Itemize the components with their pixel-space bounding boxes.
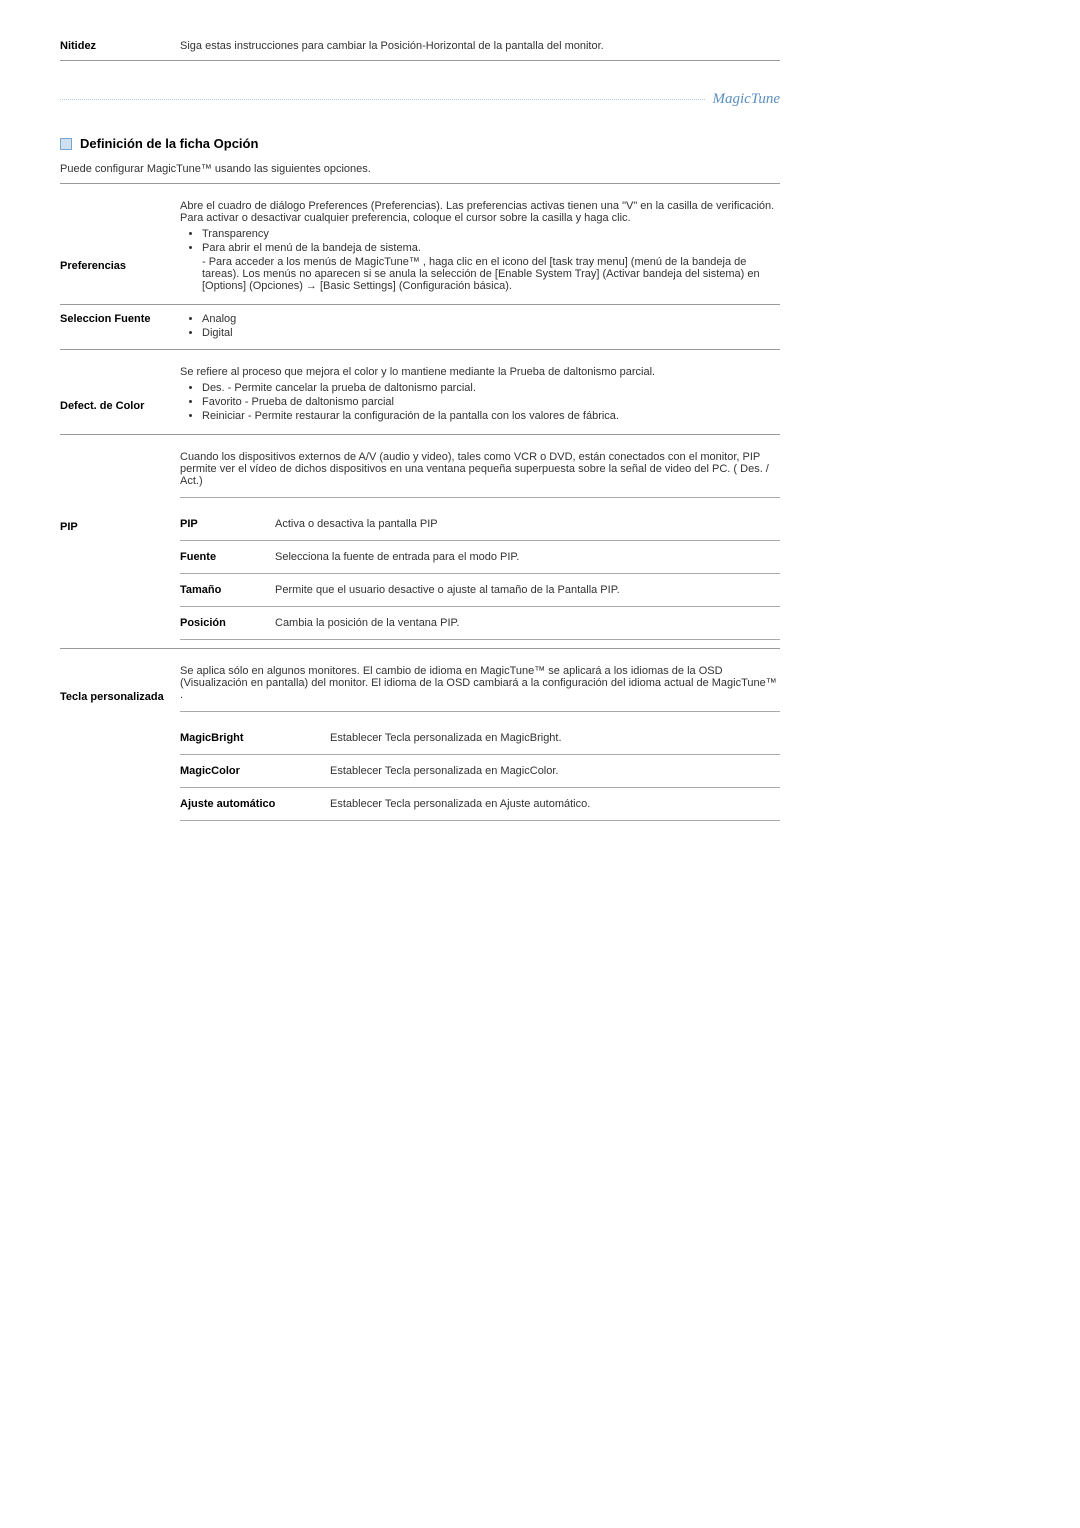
nitidez-text: Siga estas instrucciones para cambiar la… (180, 40, 780, 52)
seleccion-analog: Analog (202, 313, 780, 325)
pip-row-pip: PIP Activa o desactiva la pantalla PIP (180, 508, 780, 540)
tecla-label: Tecla personalizada (60, 665, 180, 703)
seleccion-content: Analog Digital (180, 313, 780, 341)
dotted-line (60, 99, 705, 100)
divider (180, 820, 780, 821)
config-intro: Puede configurar MagicTune™ usando las s… (60, 163, 780, 175)
magictune-logo: MagicTune (713, 91, 781, 108)
divider (60, 349, 780, 350)
tecla-section: Tecla personalizada Se aplica sólo en al… (60, 657, 780, 821)
pip-row-tamano-label: Tamaño (180, 584, 275, 596)
heading-row: Definición de la ficha Opción (60, 136, 780, 151)
preferencias-list: Transparency Para abrir el menú de la ba… (180, 228, 780, 292)
pip-row-fuente: Fuente Selecciona la fuente de entrada p… (180, 541, 780, 573)
tecla-intro: Se aplica sólo en algunos monitores. El … (180, 665, 780, 701)
divider (60, 434, 780, 435)
tecla-row-mc-label: MagicColor (180, 765, 330, 777)
pref-item-tray-detail: - Para acceder a los menús de MagicTune™… (202, 256, 780, 292)
pip-label: PIP (60, 451, 180, 533)
defect-des: Des. - Permite cancelar la prueba de dal… (202, 382, 780, 394)
pip-section: PIP Cuando los dispositivos externos de … (60, 443, 780, 640)
pip-table: PIP Activa o desactiva la pantalla PIP F… (180, 508, 780, 640)
defect-intro: Se refiere al proceso que mejora el colo… (180, 366, 780, 378)
divider (60, 60, 780, 61)
defect-list: Des. - Permite cancelar la prueba de dal… (180, 382, 780, 422)
divider (60, 183, 780, 184)
preferencias-intro: Abre el cuadro de diálogo Preferences (P… (180, 200, 780, 224)
tecla-row-magicbright: MagicBright Establecer Tecla personaliza… (180, 722, 780, 754)
tecla-row-magiccolor: MagicColor Establecer Tecla personalizad… (180, 755, 780, 787)
divider (180, 639, 780, 640)
tecla-row-aa-label: Ajuste automático (180, 798, 330, 810)
pref-item-transparency: Transparency (202, 228, 780, 240)
pref-item-tray-text: Para abrir el menú de la bandeja de sist… (202, 242, 421, 254)
pref-item-tray: Para abrir el menú de la bandeja de sist… (202, 242, 780, 292)
defect-section: Defect. de Color Se refiere al proceso q… (60, 358, 780, 426)
pip-row-tamano: Tamaño Permite que el usuario desactive … (180, 574, 780, 606)
divider (60, 648, 780, 649)
divider (180, 711, 780, 712)
pip-row-fuente-text: Selecciona la fuente de entrada para el … (275, 551, 780, 563)
nitidez-label: Nitidez (60, 40, 180, 52)
pip-content: Cuando los dispositivos externos de A/V … (180, 451, 780, 640)
pip-row-tamano-text: Permite que el usuario desactive o ajust… (275, 584, 780, 596)
preferencias-label: Preferencias (60, 200, 180, 272)
preferencias-content: Abre el cuadro de diálogo Preferences (P… (180, 200, 780, 296)
defect-reiniciar: Reiniciar - Permite restaurar la configu… (202, 410, 780, 422)
defect-label: Defect. de Color (60, 366, 180, 412)
defect-content: Se refiere al proceso que mejora el colo… (180, 366, 780, 426)
tecla-row-mc-text: Establecer Tecla personalizada en MagicC… (330, 765, 780, 777)
pip-row-posicion-label: Posición (180, 617, 275, 629)
seleccion-label: Seleccion Fuente (60, 313, 180, 325)
preferencias-section: Preferencias Abre el cuadro de diálogo P… (60, 192, 780, 296)
tecla-row-mb-label: MagicBright (180, 732, 330, 744)
tecla-table: MagicBright Establecer Tecla personaliza… (180, 722, 780, 821)
dotted-separator: MagicTune (60, 91, 780, 108)
seleccion-list: Analog Digital (180, 313, 780, 339)
pip-row-posicion: Posición Cambia la posición de la ventan… (180, 607, 780, 639)
tecla-content: Se aplica sólo en algunos monitores. El … (180, 665, 780, 821)
pip-row-posicion-text: Cambia la posición de la ventana PIP. (275, 617, 780, 629)
pip-row-pip-text: Activa o desactiva la pantalla PIP (275, 518, 780, 530)
heading-bullet-icon (60, 138, 72, 150)
defect-favorito: Favorito - Prueba de daltonismo parcial (202, 396, 780, 408)
tecla-row-aa-text: Establecer Tecla personalizada en Ajuste… (330, 798, 780, 810)
nitidez-section: Nitidez Siga estas instrucciones para ca… (60, 40, 780, 52)
pip-intro: Cuando los dispositivos externos de A/V … (180, 451, 780, 487)
pip-row-pip-label: PIP (180, 518, 275, 530)
seleccion-digital: Digital (202, 327, 780, 339)
pip-row-fuente-label: Fuente (180, 551, 275, 563)
tecla-row-mb-text: Establecer Tecla personalizada en MagicB… (330, 732, 780, 744)
divider (60, 304, 780, 305)
tecla-row-ajuste: Ajuste automático Establecer Tecla perso… (180, 788, 780, 820)
section-heading: Definición de la ficha Opción (80, 136, 258, 151)
divider (180, 497, 780, 498)
seleccion-section: Seleccion Fuente Analog Digital (60, 313, 780, 341)
